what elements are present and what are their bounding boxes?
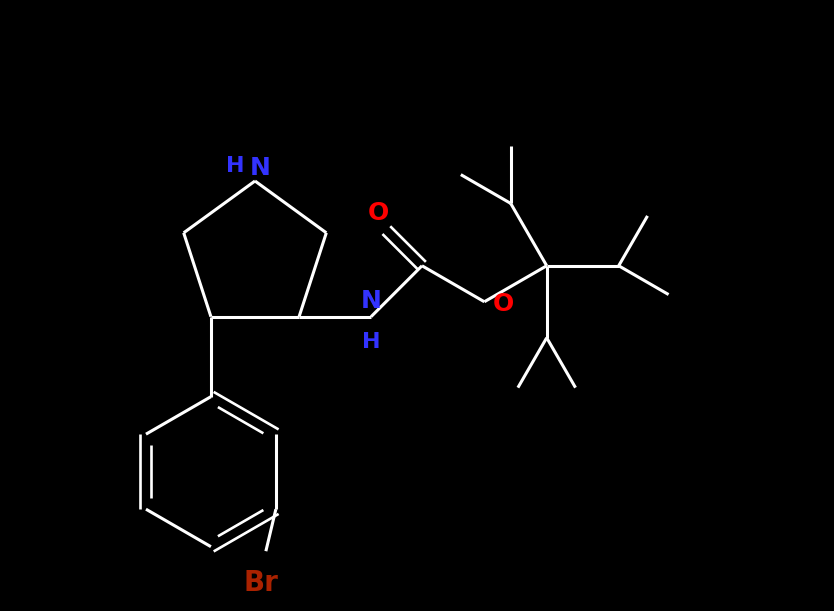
Text: Br: Br [244, 569, 279, 597]
Text: H: H [227, 156, 245, 176]
Text: H: H [362, 332, 380, 352]
Text: N: N [360, 288, 381, 313]
Text: N: N [250, 156, 271, 180]
Text: O: O [368, 201, 389, 225]
Text: O: O [492, 292, 514, 316]
